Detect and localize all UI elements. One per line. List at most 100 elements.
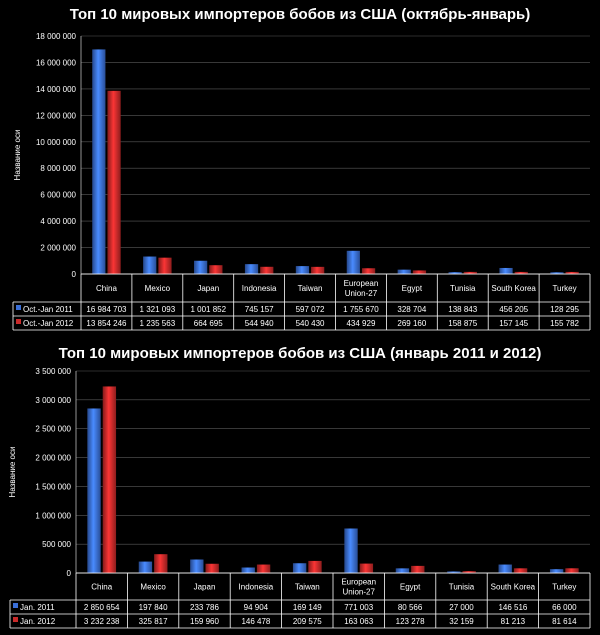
category-label: Egypt — [402, 284, 423, 293]
table-value: 94 904 — [244, 603, 269, 612]
table-value: 3 232 238 — [84, 617, 120, 626]
bar-series1 — [87, 408, 101, 573]
plot-area — [81, 36, 590, 274]
legend-key — [13, 617, 18, 622]
bar-series2 — [107, 90, 121, 275]
category-label: Union-27 — [345, 289, 378, 298]
table-value: 1 321 093 — [140, 305, 176, 314]
chart-oct-jan: Топ 10 мировых импортеров бобов из США (… — [12, 6, 591, 331]
table-value: 27 000 — [449, 603, 474, 612]
table-value: 456 205 — [499, 305, 528, 314]
y-tick-label: 2 500 000 — [35, 425, 71, 434]
bar-series2 — [308, 560, 322, 573]
bar-series1 — [499, 267, 513, 274]
y-tick-label: 12 000 000 — [36, 111, 77, 120]
y-tick-label: 8 000 000 — [40, 164, 76, 173]
y-tick-label: 2 000 000 — [40, 244, 76, 253]
bar-chart-oct-jan: 0 2 000 000 4 000 000 6 000 000 8 000 000 10 … — [12, 32, 591, 331]
category-label: Indonesia — [242, 284, 277, 293]
category-label: Taiwan — [298, 284, 323, 293]
category-label: Indonesia — [239, 583, 274, 592]
table-value: 540 430 — [296, 319, 325, 328]
bar-chart-january: 0 500 000 1 000 000 1 500 000 2 000 000 2 500… — [8, 367, 591, 629]
legend-label: Jan. 2012 — [20, 617, 56, 626]
table-value: 13 854 246 — [86, 319, 127, 328]
table-value: 771 003 — [344, 603, 373, 612]
y-tick-label: 4 000 000 — [40, 217, 76, 226]
bar-series1 — [395, 568, 410, 573]
y-tick-label: 0 — [72, 270, 77, 279]
category-label: Japan — [194, 583, 216, 592]
bar-series2 — [260, 266, 274, 274]
category-label: Tunisia — [450, 284, 476, 293]
table-value: 328 704 — [397, 305, 426, 314]
y-tick-label: 2 000 000 — [35, 454, 71, 463]
table-value: 66 000 — [552, 603, 577, 612]
bar-series1 — [244, 264, 259, 274]
y-axis-title: Название оси — [13, 130, 22, 181]
table-value: 146 478 — [241, 617, 270, 626]
table-value: 325 817 — [139, 617, 168, 626]
table-value: 128 295 — [550, 305, 579, 314]
table-value: 2 850 654 — [84, 603, 120, 612]
bar-series2 — [514, 271, 528, 274]
y-tick-label: 14 000 000 — [36, 85, 77, 94]
table-value: 169 149 — [293, 603, 322, 612]
table-value: 233 786 — [190, 603, 219, 612]
category-label: Turkey — [552, 284, 576, 293]
table-value: 32 159 — [449, 617, 474, 626]
table-value: 544 940 — [245, 319, 274, 328]
table-value: 269 160 — [397, 319, 426, 328]
table-value: 1 001 852 — [190, 305, 226, 314]
legend-label: Oct.-Jan 2011 — [23, 305, 73, 314]
y-tick-label: 3 500 000 — [35, 367, 71, 376]
chart-title: Топ 10 мировых импортеров бобов из США (… — [69, 6, 531, 23]
bar-series1 — [92, 49, 106, 274]
y-tick-label: 500 000 — [42, 540, 71, 549]
bar-series1 — [143, 256, 157, 274]
y-tick-label: 0 — [67, 569, 72, 578]
category-label: Taiwan — [295, 583, 320, 592]
y-axis-title: Название оси — [8, 447, 17, 498]
table-value: 209 575 — [293, 617, 322, 626]
bar-series2 — [359, 563, 374, 573]
legend-label: Oct.-Jan 2012 — [23, 319, 74, 328]
bar-series2 — [205, 563, 219, 573]
bar-series1 — [550, 272, 564, 274]
table-value: 434 929 — [346, 319, 375, 328]
category-label: Mexico — [140, 583, 166, 592]
bar-series1 — [447, 571, 461, 573]
table-value: 158 875 — [448, 319, 477, 328]
category-label: Egypt — [400, 583, 421, 592]
table-value: 16 984 703 — [86, 305, 127, 314]
table-value: 664 695 — [194, 319, 223, 328]
y-tick-label: 18 000 000 — [36, 32, 77, 41]
category-label: Tunisia — [449, 583, 475, 592]
bar-series1 — [448, 272, 462, 274]
category-label: Mexico — [145, 284, 171, 293]
table-value: 138 843 — [448, 305, 477, 314]
table-value: 146 516 — [498, 603, 527, 612]
bar-series2 — [565, 271, 579, 274]
table-value: 81 213 — [501, 617, 526, 626]
bar-series1 — [241, 567, 255, 573]
category-label: Japan — [197, 284, 219, 293]
chart-title: Топ 10 мировых импортеров бобов из США (… — [58, 345, 542, 362]
y-tick-label: 3 000 000 — [35, 396, 71, 405]
table-value: 123 278 — [396, 617, 425, 626]
plot-area — [76, 371, 590, 573]
table-value: 197 840 — [139, 603, 168, 612]
bar-series2 — [361, 268, 376, 274]
category-label: South Korea — [491, 284, 536, 293]
bar-series2 — [158, 257, 172, 274]
category-label: European — [341, 578, 376, 587]
legend-key — [16, 305, 21, 310]
table-value: 159 960 — [190, 617, 219, 626]
table-value: 163 063 — [344, 617, 373, 626]
category-label: European — [344, 279, 379, 288]
category-label: Union-27 — [342, 588, 375, 597]
bar-series1 — [344, 528, 358, 573]
bar-series2 — [463, 271, 477, 274]
bar-series1 — [498, 564, 512, 573]
category-label: Turkey — [552, 583, 576, 592]
